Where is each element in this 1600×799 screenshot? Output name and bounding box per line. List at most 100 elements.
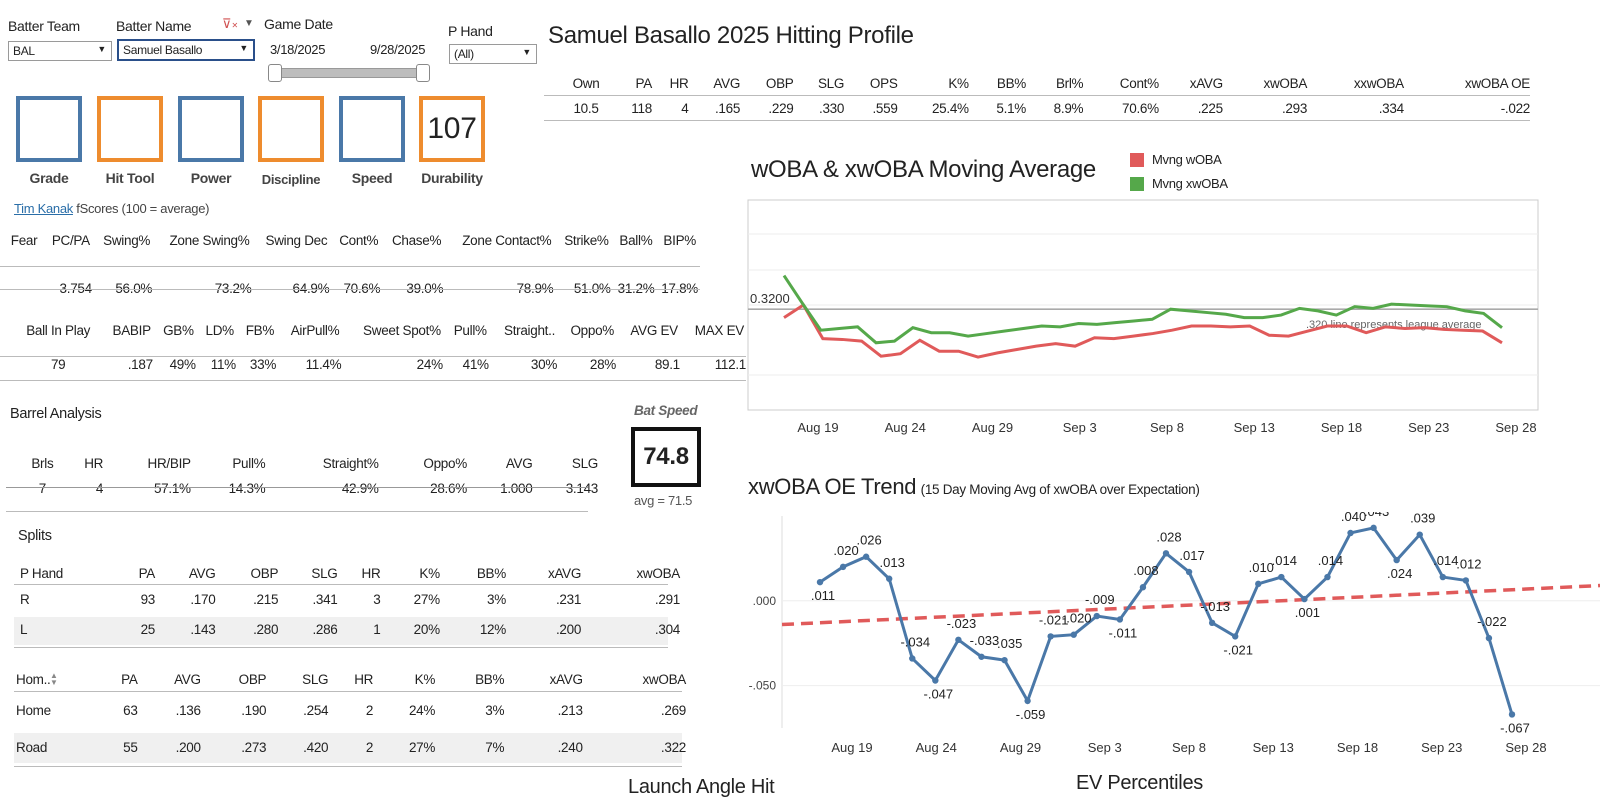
fscores-values-row: 3.754 56.0% 73.2% 64.9% 70.6% 39.0% 78.9% 51.0%… xyxy=(6,278,699,298)
table-cell: .136 xyxy=(175,702,201,718)
data-point xyxy=(1116,616,1124,623)
fscores-divider xyxy=(0,289,700,290)
column-header: Sweet Spot% xyxy=(363,323,441,338)
table-cell: 51.0% xyxy=(573,280,611,296)
batter-name-label: Batter Name xyxy=(116,18,192,34)
hit-tool-box xyxy=(97,96,163,162)
splits-hand-header-row: P Hand PA AVG OBP SLG HR K% BB% xAVG xwOBA xyxy=(20,562,680,584)
barrel-divider xyxy=(6,487,588,488)
batter-name-select[interactable]: Samuel Basallo ▼ xyxy=(117,39,255,61)
table-cell: 3% xyxy=(485,702,505,718)
bat-speed-box: 74.8 xyxy=(631,427,701,487)
column-header: Pull% xyxy=(232,455,266,471)
reference-label: 0.3200 xyxy=(750,291,790,306)
fscores-divider xyxy=(0,266,700,267)
date-range-slider[interactable] xyxy=(272,68,428,78)
splits-divider xyxy=(14,691,682,692)
column-header: Fear xyxy=(10,233,38,248)
table-cell: .291 xyxy=(654,591,680,607)
x-tick-label: Sep 23 xyxy=(1408,420,1449,435)
table-cell: 3 xyxy=(373,591,381,607)
column-header: BIP% xyxy=(663,233,696,248)
column-header: PA xyxy=(635,75,653,91)
table-cell: 70.6% xyxy=(1122,100,1159,116)
data-point xyxy=(932,677,939,684)
table-cell: 70.6% xyxy=(343,280,381,296)
barrel-title: Barrel Analysis xyxy=(10,406,102,422)
table-cell: .165 xyxy=(714,100,741,116)
splits-home-header-row: Hom.. PA AVG OBP SLG HR K% BB% xAVG xwOBA xyxy=(16,667,686,691)
legend-swatch-xwoba xyxy=(1130,177,1144,191)
fscores-caption-line: Tim Kanak fScores (100 = average) xyxy=(14,201,210,216)
x-tick-label: Aug 24 xyxy=(916,740,957,755)
woba-chart-title: wOBA & xwOBA Moving Average xyxy=(751,156,1096,183)
data-label: -.067 xyxy=(1500,720,1530,735)
bip-divider xyxy=(0,380,746,381)
y-tick-label: -.050 xyxy=(749,679,777,693)
home-row-bg xyxy=(14,733,682,763)
sort-icon[interactable]: ▲ ▼ xyxy=(50,671,58,687)
fscores-header-row: Fear PC/PA Swing% Zone Swing% Swing Dec Cont%… xyxy=(6,218,698,264)
table-cell: 49% xyxy=(169,356,196,372)
data-point xyxy=(862,553,870,560)
column-header: OBP xyxy=(238,671,267,687)
p-hand-select[interactable]: (All) ▼ xyxy=(449,44,537,64)
column-header: Ball In Play xyxy=(26,323,91,338)
date-slider-handle-start[interactable] xyxy=(268,64,282,82)
table-cell: .269 xyxy=(660,702,686,718)
data-label: .026 xyxy=(856,533,881,548)
filter-menu-icon[interactable]: ▼ xyxy=(244,18,254,29)
column-header: SLG xyxy=(311,565,338,581)
data-label: -.020 xyxy=(1062,611,1092,626)
footer-right-title: EV Percentiles xyxy=(1076,772,1203,794)
table-cell: Road xyxy=(16,739,48,755)
data-point xyxy=(1416,531,1423,538)
tim-kanak-link[interactable]: Tim Kanak xyxy=(14,201,73,216)
data-label: -.022 xyxy=(1477,614,1507,629)
column-header: BB% xyxy=(475,671,505,687)
data-label: .010 xyxy=(1249,560,1274,575)
oe-chart-subtitle: (15 Day Moving Avg of xwOBA over Expecta… xyxy=(920,482,1200,497)
batter-team-select[interactable]: BAL ▼ xyxy=(8,41,112,61)
column-header: GB% xyxy=(163,323,194,338)
table-cell: 2 xyxy=(365,739,374,755)
table-cell: .240 xyxy=(557,739,583,755)
column-header: xAVG xyxy=(548,565,582,581)
column-header: PC/PA xyxy=(51,233,90,248)
column-header: K% xyxy=(948,75,969,91)
profile-values-row: 10.5 118 4 .165 .229 .330 .559 25.4% 5.1% 8.9% 70.… xyxy=(560,94,1530,122)
column-header: BB% xyxy=(476,565,506,581)
table-cell: 78.9% xyxy=(516,280,554,296)
bat-speed-value: 74.8 xyxy=(643,443,689,470)
filter-clear-icon[interactable]: ⊽✕ xyxy=(222,16,239,31)
trend-line xyxy=(781,583,1600,627)
data-point xyxy=(1001,656,1008,664)
table-cell: 3% xyxy=(487,591,506,607)
table-cell: .334 xyxy=(1378,100,1404,116)
column-header: xwOBA OE xyxy=(1464,75,1530,91)
table-cell: 89.1 xyxy=(654,356,680,372)
legend-label-xwoba: Mvng xwOBA xyxy=(1152,176,1228,191)
data-point xyxy=(1485,634,1493,642)
table-cell: 93 xyxy=(140,591,156,607)
data-label: .040 xyxy=(1341,512,1366,524)
column-header: xwOBA xyxy=(1263,75,1308,91)
durability-label: Durability xyxy=(421,170,483,186)
column-header: Oppo% xyxy=(423,455,467,471)
data-label: .012 xyxy=(1456,556,1481,571)
table-cell: .190 xyxy=(241,702,267,718)
column-header: AVG xyxy=(505,455,533,471)
table-cell: .143 xyxy=(190,621,216,637)
table-cell: 27% xyxy=(413,591,440,607)
column-header: Hom.. xyxy=(16,671,51,687)
date-slider-handle-end[interactable] xyxy=(416,64,430,82)
column-header: SLG xyxy=(571,455,598,471)
table-cell: 20% xyxy=(413,621,440,637)
table-cell: 25.4% xyxy=(931,100,969,116)
speed-label: Speed xyxy=(351,170,393,186)
column-header: Cont% xyxy=(1119,75,1159,91)
table-cell: .420 xyxy=(303,739,329,755)
column-header: PA xyxy=(121,671,138,687)
profile-divider xyxy=(544,120,1530,121)
data-label: .014 xyxy=(1433,553,1458,568)
